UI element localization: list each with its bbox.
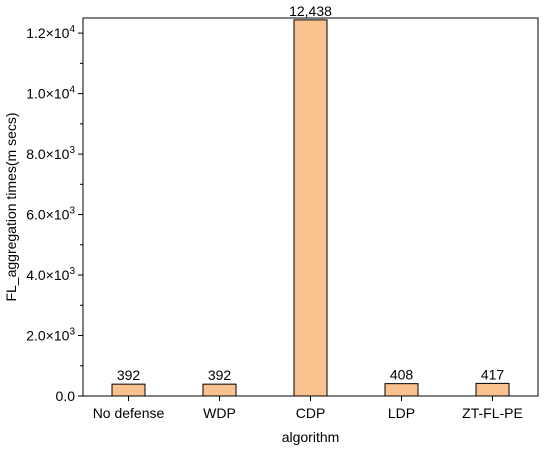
x-axis-title: algorithm [282,429,340,445]
x-tick-label: LDP [388,405,415,421]
data-label: 417 [481,366,505,382]
x-tick-label: CDP [296,405,326,421]
bar-wdp [202,383,237,396]
y-tick-label: 8.0×103 [26,145,75,162]
bar-zt-fl-pe [475,382,510,396]
x-tick-label: WDP [203,405,236,421]
y-tick-label: 4.0×103 [26,266,75,283]
plot-frame [82,17,539,397]
y-tick-label: 1.0×104 [26,85,75,102]
data-label: 408 [390,367,414,383]
bar-cdp [293,19,328,396]
bar-ldp [384,383,419,396]
y-tick-label: 2.0×103 [26,327,75,344]
bars [111,19,510,396]
data-label: 392 [117,367,141,383]
x-tick-label: ZT-FL-PE [462,405,523,421]
axes [78,17,539,401]
y-tick-label: 0.0 [56,388,76,404]
x-tick-label: No defense [93,405,165,421]
y-axis-title: FL_aggregation times(m secs) [3,112,19,301]
y-tick-label: 6.0×103 [26,206,75,223]
bar-no-defense [111,383,146,396]
data-label: 392 [208,367,232,383]
labels: 392 No defense 392 WDP 12,438 CDP 408 LDP 417 ZT-… [26,3,523,421]
data-label: 12,438 [289,3,332,19]
y-tick-label: 1.2×104 [26,24,75,41]
